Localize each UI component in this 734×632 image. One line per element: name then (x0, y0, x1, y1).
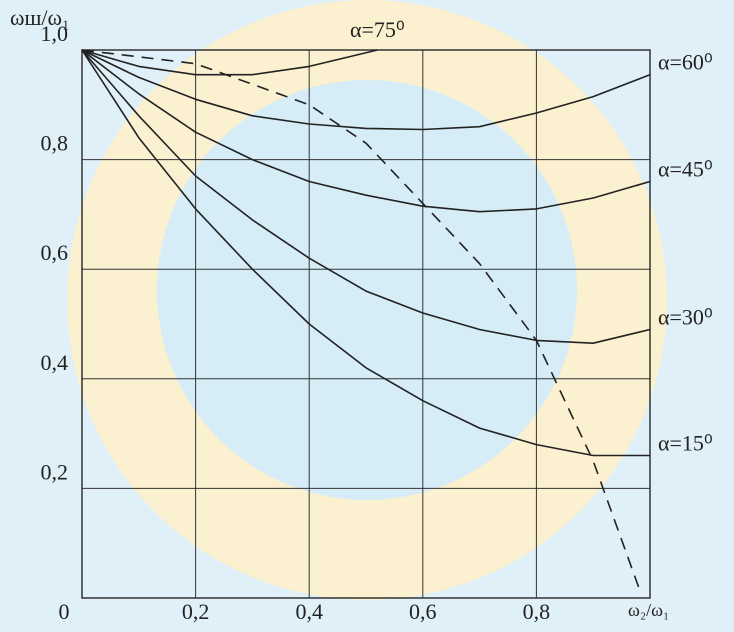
x-tick-label: 0,4 (295, 599, 323, 624)
watermark (157, 80, 577, 500)
x-tick-label: 0,2 (182, 599, 210, 624)
y-tick-label: 0,4 (41, 350, 69, 375)
x-tick-label: 0,8 (523, 599, 551, 624)
series-label: α=45⁰ (658, 157, 713, 182)
series-label: α=75⁰ (350, 17, 405, 42)
series-label: α=30⁰ (658, 305, 713, 330)
series-label: α=60⁰ (658, 50, 713, 75)
x-tick-label: 0,6 (409, 599, 437, 624)
chart: ωш/ω₁ ω₂/ω₁ 0,20,40,60,81,000,20,40,60,8… (0, 0, 734, 632)
y-tick-label: 0,6 (41, 240, 69, 265)
series-label: α=15⁰ (658, 431, 713, 456)
x-tick-label: 0 (59, 599, 70, 624)
y-tick-label: 0,2 (41, 459, 69, 484)
y-tick-label: 1,0 (41, 21, 69, 46)
y-tick-label: 0,8 (41, 131, 69, 156)
x-axis-label: ω₂/ω₁ (628, 600, 669, 620)
